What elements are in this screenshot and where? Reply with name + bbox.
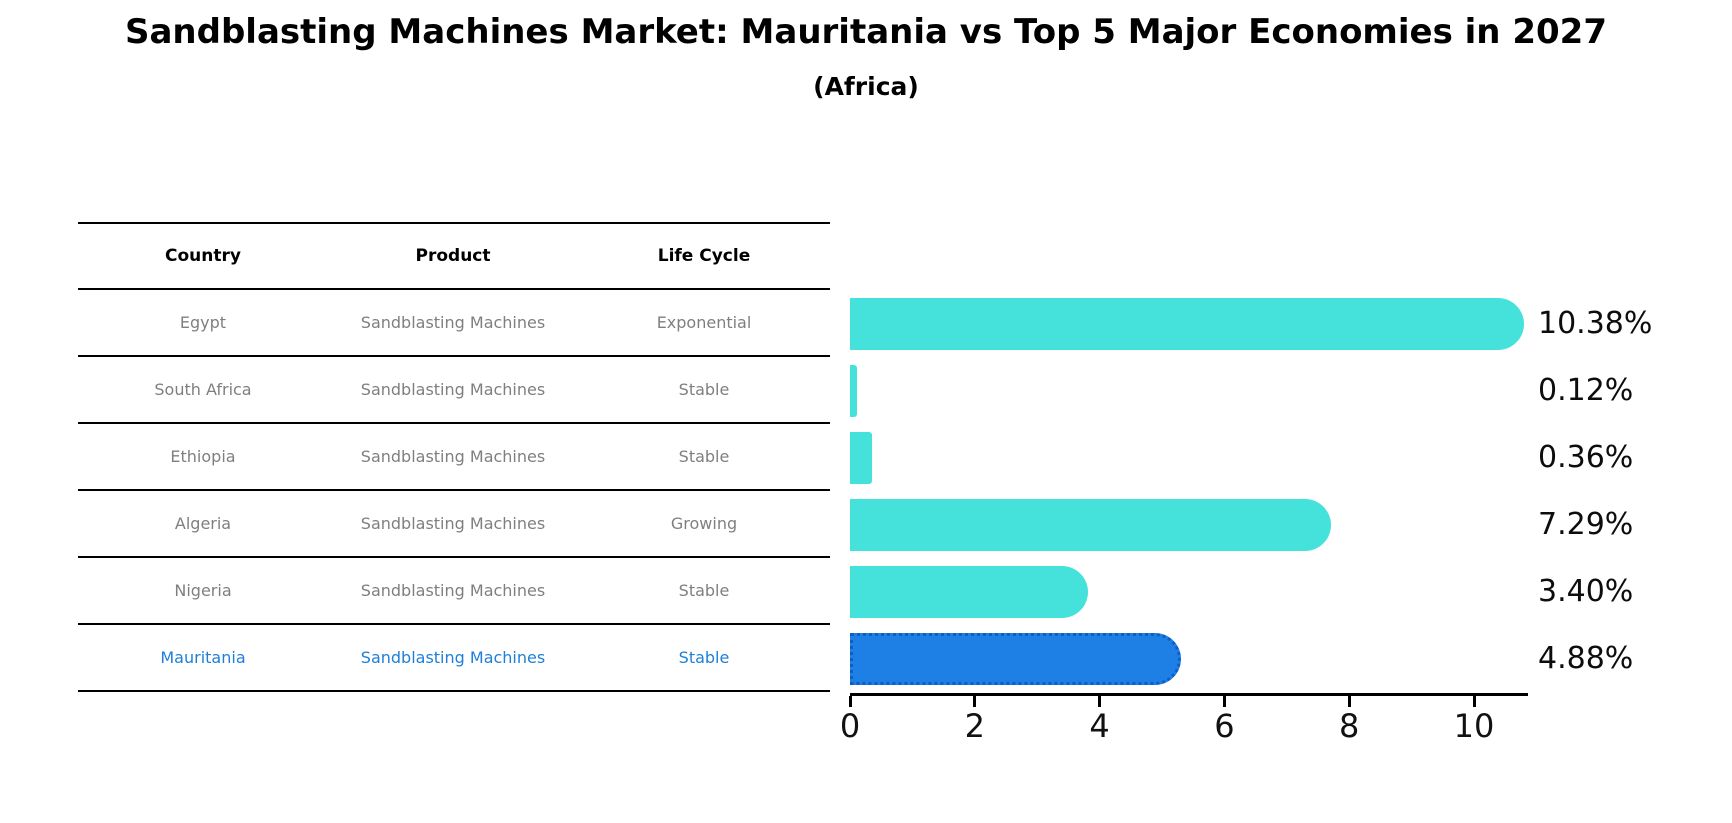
cell-country: Nigeria — [174, 581, 232, 600]
country-table: Country Product Life Cycle Egypt Sandblas… — [78, 222, 830, 692]
x-axis-line — [850, 693, 1529, 696]
page-subtitle: (Africa) — [813, 72, 919, 101]
x-axis-tick-label-0: 0 — [839, 707, 861, 745]
cell-country: Mauritania — [160, 648, 246, 667]
table-header-row: Country Product Life Cycle — [78, 222, 830, 290]
table-body: Egypt Sandblasting Machines Exponential Sou… — [78, 290, 830, 692]
cell-life-cycle: Stable — [678, 648, 730, 667]
cell-life-cycle: Stable — [678, 447, 730, 466]
cell-life-cycle: Growing — [670, 514, 738, 533]
bar-egypt — [850, 297, 1524, 350]
x-axis-tick-6 — [1222, 696, 1226, 707]
cell-product: Sandblasting Machines — [360, 313, 546, 332]
cell-life-cycle: Stable — [678, 581, 730, 600]
bar-south-africa — [850, 364, 858, 417]
cell-product: Sandblasting Machines — [360, 514, 546, 533]
bar-ethiopia — [850, 431, 873, 484]
x-axis-tick-label-10: 10 — [1453, 707, 1495, 745]
x-axis-tick-2 — [973, 696, 977, 707]
table-row-mauritania: Mauritania Sandblasting Machines Stable — [78, 625, 830, 692]
value-label-egypt: 10.38% — [1538, 305, 1653, 341]
cell-life-cycle: Exponential — [656, 313, 752, 332]
x-axis-tick-label-4: 4 — [1089, 707, 1110, 745]
table-row-nigeria: Nigeria Sandblasting Machines Stable — [78, 558, 830, 625]
cell-product: Sandblasting Machines — [360, 581, 546, 600]
cell-life-cycle: Stable — [678, 380, 730, 399]
cell-country: Algeria — [174, 514, 232, 533]
x-axis-tick-0 — [848, 696, 852, 707]
table-header-country: Country — [165, 246, 241, 266]
cell-country: South Africa — [154, 380, 252, 399]
x-axis-tick-label-8: 8 — [1339, 707, 1360, 745]
cell-product: Sandblasting Machines — [360, 648, 546, 667]
table-row-egypt: Egypt Sandblasting Machines Exponential — [78, 290, 830, 357]
x-axis-tick-label-2: 2 — [964, 707, 985, 745]
table-header-product: Product — [415, 246, 491, 266]
value-label-ethiopia: 0.36% — [1538, 439, 1634, 475]
value-label-south-africa: 0.12% — [1538, 372, 1634, 408]
value-label-mauritania: 4.88% — [1538, 640, 1634, 676]
value-label-nigeria: 3.40% — [1538, 573, 1634, 609]
bar-algeria — [850, 498, 1331, 551]
table-row-ethiopia: Ethiopia Sandblasting Machines Stable — [78, 424, 830, 491]
table-header-life-cycle: Life Cycle — [657, 246, 751, 266]
table-row-algeria: Algeria Sandblasting Machines Growing — [78, 491, 830, 558]
x-axis-tick-4 — [1098, 696, 1102, 707]
page-title: Sandblasting Machines Market: Mauritania… — [125, 12, 1607, 52]
x-axis-tick-8 — [1347, 696, 1351, 707]
bar-nigeria — [850, 565, 1089, 618]
value-label-algeria: 7.29% — [1538, 506, 1634, 542]
cell-product: Sandblasting Machines — [360, 380, 546, 399]
cell-country: Egypt — [179, 313, 227, 332]
cell-product: Sandblasting Machines — [360, 447, 546, 466]
cell-country: Ethiopia — [170, 447, 236, 466]
x-axis-tick-10 — [1472, 696, 1476, 707]
table-row-south-africa: South Africa Sandblasting Machines Stable — [78, 357, 830, 424]
x-axis-tick-label-6: 6 — [1214, 707, 1235, 745]
bar-mauritania — [850, 632, 1181, 685]
